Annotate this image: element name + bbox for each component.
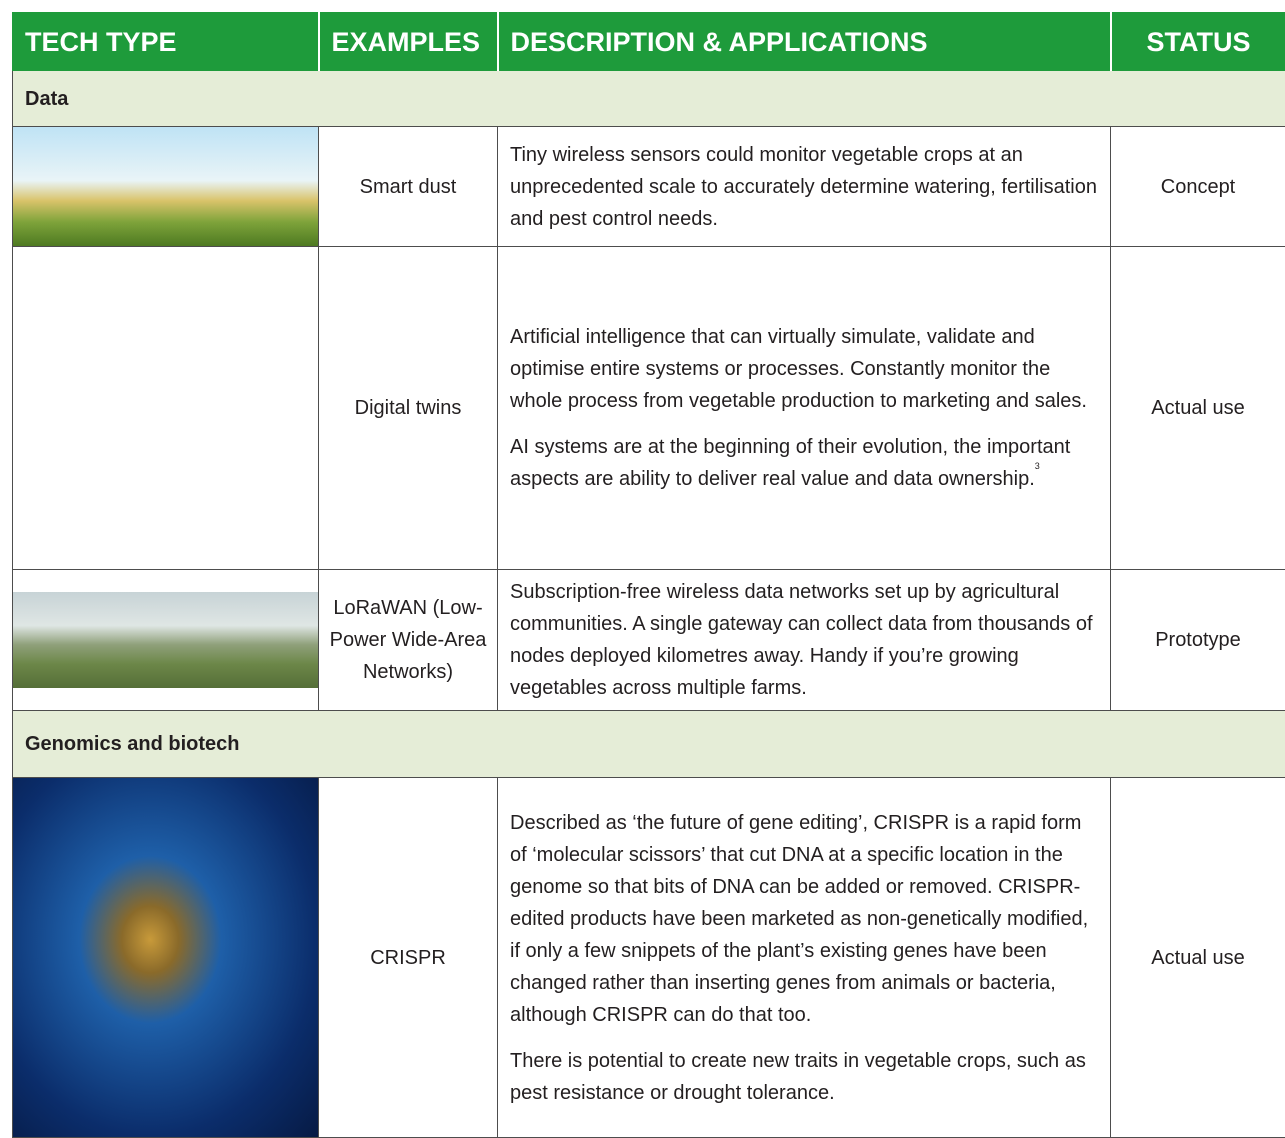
status: Concept <box>1111 127 1285 247</box>
status: Prototype <box>1111 570 1285 711</box>
paragraph: Subscription-free wireless data networks… <box>510 576 1098 704</box>
paragraph: Tiny wireless sensors could monitor vege… <box>510 139 1098 235</box>
image-cell <box>13 127 319 247</box>
description: Tiny wireless sensors could monitor vege… <box>498 127 1111 247</box>
header-cell: TECH TYPE <box>13 13 319 71</box>
status: Actual use <box>1111 247 1285 570</box>
status: Actual use <box>1111 778 1285 1138</box>
example: LoRaWAN (Low-Power Wide-Area Networks) <box>319 570 498 711</box>
header-cell: EXAMPLES <box>319 13 498 71</box>
example: Digital twins <box>319 247 498 570</box>
tech-table: TECH TYPE EXAMPLES DESCRIPTION & APPLICA… <box>12 12 1285 1138</box>
text: AI systems are at the beginning of their… <box>510 436 1070 490</box>
image-cell <box>13 570 319 711</box>
image-cell <box>13 778 319 1138</box>
footnote: 3 <box>1035 461 1040 471</box>
paragraph: There is potential to create new traits … <box>510 1045 1098 1109</box>
header-row: TECH TYPE EXAMPLES DESCRIPTION & APPLICA… <box>13 13 1285 71</box>
paragraph: Described as ‘the future of gene editing… <box>510 807 1098 1031</box>
description: Artificial intelligence that can virtual… <box>498 247 1111 570</box>
section-title: Genomics and biotech <box>13 711 1285 778</box>
example: CRISPR <box>319 778 498 1138</box>
header-cell: STATUS <box>1111 13 1285 71</box>
image <box>13 592 318 688</box>
description: Subscription-free wireless data networks… <box>498 570 1111 711</box>
image-cell <box>13 247 319 570</box>
paragraph: Artificial intelligence that can virtual… <box>510 321 1098 417</box>
section-title: Data <box>13 71 1285 127</box>
description: Described as ‘the future of gene editing… <box>498 778 1111 1138</box>
paragraph: AI systems are at the beginning of their… <box>510 431 1098 495</box>
example: Smart dust <box>319 127 498 247</box>
image <box>13 778 318 1137</box>
header-cell: DESCRIPTION & APPLICATIONS <box>498 13 1111 71</box>
image <box>13 127 318 246</box>
page: TECH TYPE EXAMPLES DESCRIPTION & APPLICA… <box>0 0 1285 1092</box>
